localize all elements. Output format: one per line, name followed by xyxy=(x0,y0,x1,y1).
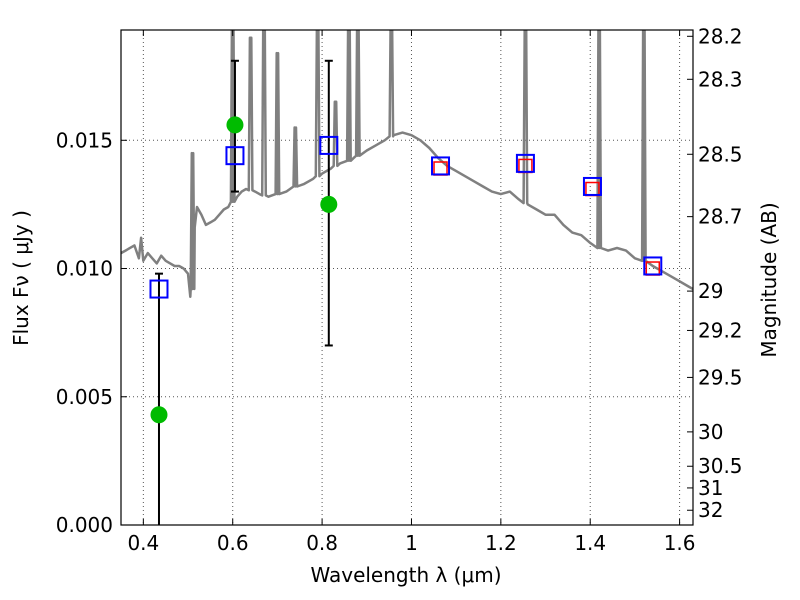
plot-frame xyxy=(120,29,694,526)
mag-tick-label: 29.2 xyxy=(698,318,743,342)
mag-tick-label: 28.7 xyxy=(698,205,743,229)
model-blue-square xyxy=(149,279,169,299)
model-blue-square xyxy=(582,176,602,196)
template-sed-line xyxy=(121,30,693,298)
model-blue-square xyxy=(319,135,339,155)
mag-tick-label: 28.3 xyxy=(698,67,743,91)
mag-tick-label: 32 xyxy=(698,498,723,522)
tick-layer: 0.4 0.6 0.8 1 1.2 1.4 1.6 0.000 0.005 0.010 0.015 2… xyxy=(56,24,743,555)
model-blue-square xyxy=(225,146,245,166)
y-tick-label: 0.015 xyxy=(56,128,113,152)
right-axis-label: Magnitude (AB) xyxy=(757,202,781,357)
model-red-square xyxy=(518,158,533,174)
x-tick-label: 1.6 xyxy=(664,531,696,555)
x-tick-label: 1.2 xyxy=(485,531,517,555)
data-layer xyxy=(121,30,693,525)
model-blue-square xyxy=(643,256,663,276)
observed-point xyxy=(226,116,244,134)
y-axis-label: Flux Fν ( μJy ) xyxy=(9,210,33,346)
mag-tick-label: 28.2 xyxy=(698,24,743,48)
model-blue-square xyxy=(431,156,451,176)
mag-tick-label: 30 xyxy=(698,420,723,444)
y-tick-label: 0.000 xyxy=(56,513,113,537)
observed-point xyxy=(320,195,338,213)
grid-layer xyxy=(121,30,693,526)
x-tick-label: 0.6 xyxy=(217,531,249,555)
x-tick-label: 0.4 xyxy=(127,531,159,555)
mag-tick-label: 30.5 xyxy=(698,454,743,478)
y-tick-label: 0.010 xyxy=(56,257,113,281)
x-axis-label: Wavelength λ (μm) xyxy=(310,563,501,587)
y-tick-label: 0.005 xyxy=(56,385,113,409)
x-tick-label: 0.8 xyxy=(306,531,338,555)
observed-point xyxy=(150,406,168,424)
x-tick-label: 1.4 xyxy=(574,531,606,555)
mag-tick-label: 29.5 xyxy=(698,365,743,389)
mag-tick-label: 28.5 xyxy=(698,142,743,166)
x-tick-label: 1 xyxy=(405,531,418,555)
model-blue-square xyxy=(515,153,535,173)
mag-tick-label: 31 xyxy=(698,476,723,500)
mag-tick-label: 29 xyxy=(698,279,723,303)
